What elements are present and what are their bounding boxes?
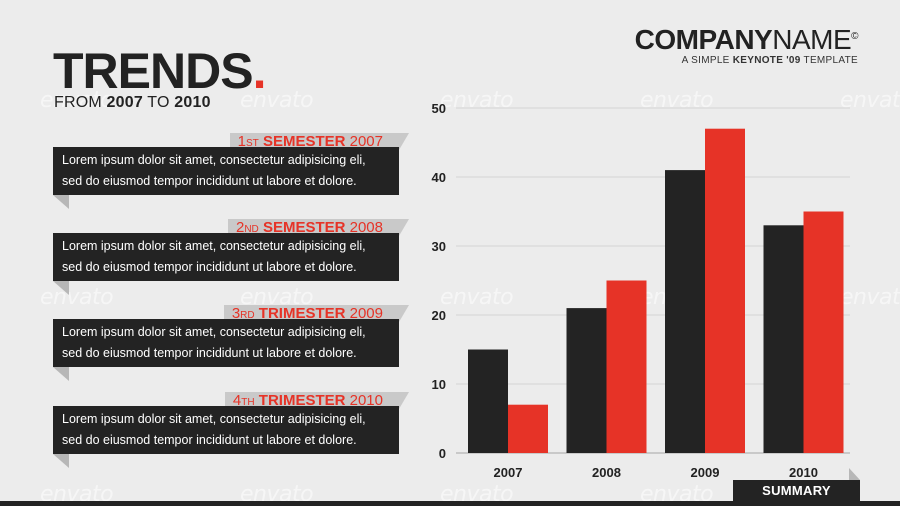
body-line: sed do eiusmod tempor incididunt ut labo… xyxy=(62,433,357,447)
body-line: sed do eiusmod tempor incididunt ut labo… xyxy=(62,346,357,360)
bar-2009-series-1 xyxy=(665,170,705,453)
brand-logo: COMPANYNAME© A SIMPLE KEYNOTE '09 TEMPLA… xyxy=(634,22,859,67)
y-tick-label: 20 xyxy=(432,308,446,323)
block-heading: 1ST SEMESTER 2007 xyxy=(229,133,410,150)
bar-2007-series-1 xyxy=(468,349,508,453)
block-body: Lorem ipsum dolor sit amet, consectetur … xyxy=(53,147,399,195)
company-name: COMPANYNAME© xyxy=(634,24,859,55)
fold-corner xyxy=(53,454,69,468)
x-tick-label: 2009 xyxy=(691,465,720,480)
body-line: sed do eiusmod tempor incididunt ut labo… xyxy=(62,260,357,274)
block-body: Lorem ipsum dolor sit amet, consectetur … xyxy=(53,406,399,454)
block-heading: 4TH TRIMESTER 2010 xyxy=(224,392,410,409)
x-tick-label: 2008 xyxy=(592,465,621,480)
summary-button[interactable]: SUMMARY xyxy=(733,480,860,502)
fold-corner xyxy=(53,367,69,381)
fold-corner xyxy=(53,195,69,209)
y-tick-label: 0 xyxy=(439,446,446,461)
block-heading: 3RD TRIMESTER 2009 xyxy=(223,305,410,322)
x-tick-label: 2010 xyxy=(789,465,818,480)
page-subtitle: FROM 2007 TO 2010 xyxy=(54,94,211,111)
watermark: envato xyxy=(40,285,114,310)
body-line: sed do eiusmod tempor incididunt ut labo… xyxy=(62,174,357,188)
bar-2010-series-2 xyxy=(803,211,844,453)
page-title: TRENDS. xyxy=(53,43,266,99)
y-tick-label: 10 xyxy=(432,377,446,392)
bar-2010-series-1 xyxy=(763,225,804,453)
y-tick-label: 40 xyxy=(432,170,446,185)
body-line: Lorem ipsum dolor sit amet, consectetur … xyxy=(62,325,366,339)
bar-2008-series-2 xyxy=(606,280,647,453)
block-body: Lorem ipsum dolor sit amet, consectetur … xyxy=(53,233,399,281)
block-body: Lorem ipsum dolor sit amet, consectetur … xyxy=(53,319,399,367)
body-line: Lorem ipsum dolor sit amet, consectetur … xyxy=(62,412,366,426)
y-tick-label: 30 xyxy=(432,239,446,254)
y-tick-label: 50 xyxy=(432,101,446,116)
fold-corner xyxy=(53,281,69,295)
block-heading: 2ND SEMESTER 2008 xyxy=(227,219,410,236)
brand-tagline: A SIMPLE KEYNOTE '09 TEMPLATE xyxy=(681,55,858,66)
summary-fold-corner xyxy=(849,468,860,480)
body-line: Lorem ipsum dolor sit amet, consectetur … xyxy=(62,153,366,167)
bottom-bar xyxy=(0,501,900,506)
bar-2008-series-1 xyxy=(566,308,607,453)
bar-chart: 0 10 20 30 40 50 2007 2008 2009 2010 xyxy=(432,101,850,480)
bar-2007-series-2 xyxy=(508,404,548,453)
bar-2009-series-2 xyxy=(705,128,745,453)
x-tick-label: 2007 xyxy=(494,465,523,480)
body-line: Lorem ipsum dolor sit amet, consectetur … xyxy=(62,239,366,253)
